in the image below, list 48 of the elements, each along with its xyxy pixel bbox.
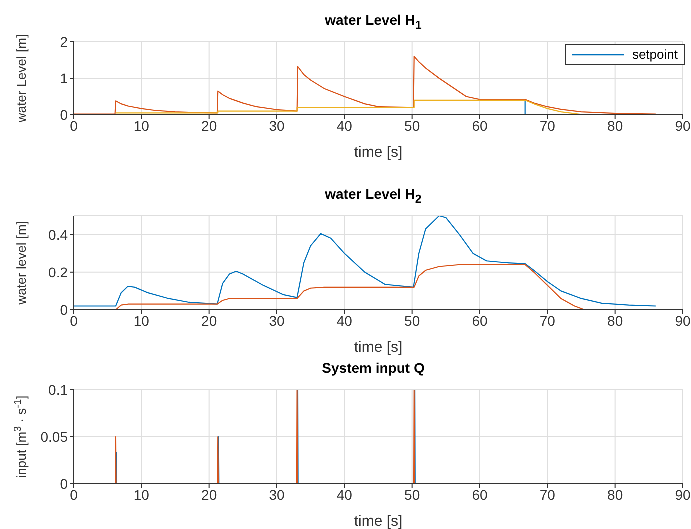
- x-tick-label: 40: [336, 312, 353, 329]
- x-tick-label: 50: [404, 118, 420, 134]
- x-tick-label: 90: [675, 312, 691, 329]
- y-axis-title: water level [m]: [14, 221, 29, 306]
- y-tick-label: 0.1: [48, 382, 68, 398]
- x-axis-title: time [s]: [354, 339, 403, 356]
- x-tick-label: 50: [404, 312, 420, 329]
- x-tick-label: 80: [608, 312, 624, 329]
- x-tick-label: 0: [70, 486, 78, 503]
- y-tick-label: 0: [60, 106, 68, 123]
- y-tick-label: 0.4: [48, 226, 68, 243]
- x-tick-label: 70: [540, 118, 556, 134]
- x-tick-label: 30: [269, 486, 285, 503]
- x-axis-title: time [s]: [354, 144, 403, 161]
- x-tick-label: 20: [202, 486, 218, 503]
- x-tick-label: 40: [336, 118, 353, 134]
- chart-title: water Level H$_{1}$: [324, 11, 423, 32]
- y-tick-label: 0: [60, 302, 68, 318]
- x-tick-label: 40: [336, 486, 353, 503]
- x-tick-label: 60: [472, 312, 488, 329]
- legend-label: setpoint: [632, 47, 678, 62]
- y-tick-label: 0: [60, 476, 68, 492]
- x-tick-label: 70: [540, 486, 556, 503]
- x-tick-label: 20: [202, 118, 218, 134]
- y-tick-label: 0.2: [48, 264, 68, 280]
- x-tick-label: 90: [675, 486, 691, 503]
- y-tick-label: 2: [60, 34, 68, 50]
- chart-title: water Level H$_{2}$: [324, 185, 423, 206]
- x-tick-label: 0: [70, 118, 78, 134]
- x-tick-label: 70: [540, 312, 556, 329]
- x-tick-label: 30: [269, 118, 285, 134]
- y-axis-title: water Level [m]: [14, 34, 29, 124]
- x-tick-label: 0: [70, 312, 78, 329]
- y-tick-label: 0.05: [40, 428, 68, 445]
- y-tick-label: 1: [60, 70, 68, 86]
- x-tick-label: 10: [134, 312, 150, 329]
- x-tick-label: 50: [404, 486, 420, 503]
- x-tick-label: 90: [675, 118, 691, 134]
- x-tick-label: 30: [269, 312, 285, 329]
- x-tick-label: 10: [134, 118, 150, 134]
- x-tick-label: 60: [472, 486, 488, 503]
- x-tick-label: 80: [608, 486, 624, 503]
- x-tick-label: 10: [134, 486, 150, 503]
- x-axis-title: time [s]: [354, 513, 403, 529]
- chart-title: System input Q: [321, 359, 426, 378]
- x-tick-label: 20: [202, 312, 218, 329]
- x-tick-label: 80: [608, 118, 624, 134]
- x-tick-label: 60: [472, 118, 488, 134]
